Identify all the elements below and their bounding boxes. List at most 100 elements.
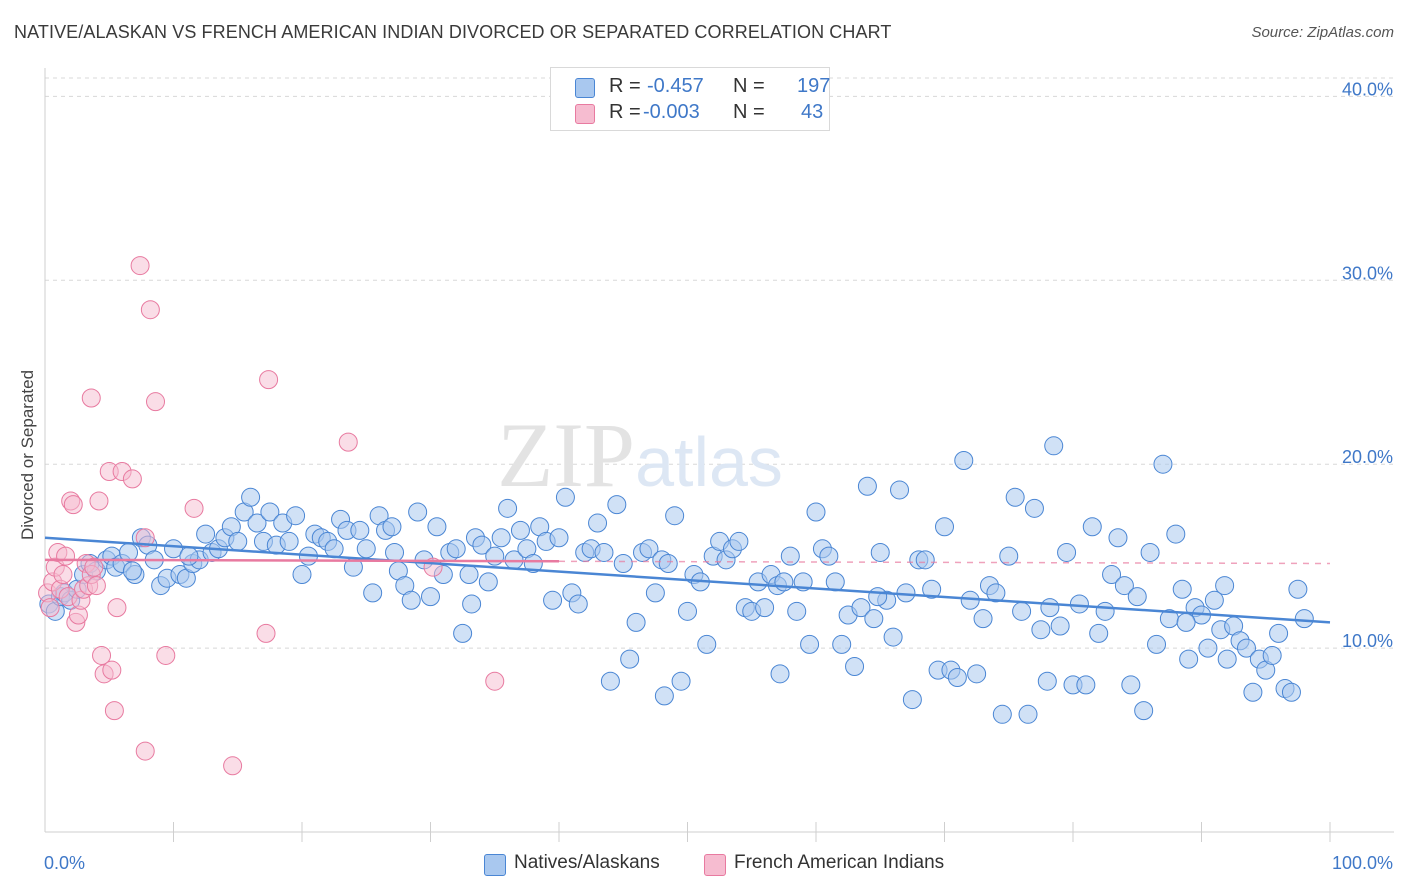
point-french [81, 388, 101, 408]
point-natives [279, 531, 299, 551]
point-natives [588, 513, 608, 533]
point-natives [613, 554, 633, 574]
point-natives [620, 649, 640, 669]
legend-label-natives: Natives/Alaskans [514, 852, 660, 873]
point-french [84, 557, 104, 577]
point-natives [1076, 675, 1096, 695]
point-natives [1198, 638, 1218, 658]
point-natives [986, 583, 1006, 603]
point-natives [678, 601, 697, 621]
point-natives [462, 594, 482, 614]
point-natives [639, 539, 659, 559]
watermark-zip: ZIPatlas [497, 404, 783, 506]
point-french [63, 495, 83, 515]
point-natives [870, 542, 890, 562]
point-natives [1294, 609, 1314, 629]
point-natives [1037, 671, 1057, 691]
point-natives [864, 609, 884, 629]
point-natives [819, 546, 839, 566]
point-french [223, 756, 243, 776]
point-french [89, 491, 109, 511]
x-tick-marks [173, 822, 1331, 842]
point-natives [401, 590, 421, 610]
point-natives [780, 546, 800, 566]
point-french [259, 370, 279, 390]
y-tick-label: 40.0% [1342, 79, 1393, 99]
point-natives [851, 598, 871, 618]
point-natives [1204, 590, 1224, 610]
point-natives [1176, 612, 1196, 632]
point-french [184, 498, 204, 518]
point-natives [1024, 498, 1044, 518]
chart-title: NATIVE/ALASKAN VS FRENCH AMERICAN INDIAN… [14, 22, 892, 42]
point-natives [626, 612, 646, 632]
point-natives [247, 513, 267, 533]
point-natives [883, 627, 903, 647]
point-natives [241, 487, 261, 507]
point-natives [671, 671, 691, 691]
swatch-natives [575, 78, 595, 98]
point-natives [770, 664, 790, 684]
point-natives [555, 487, 575, 507]
point-natives [1050, 616, 1070, 636]
point-natives [1005, 487, 1025, 507]
point-natives [1243, 682, 1263, 702]
series-french-points [38, 256, 505, 776]
point-french [107, 598, 127, 618]
point-natives [228, 531, 248, 551]
point-natives [1044, 436, 1064, 456]
trend-line-french-dashed [558, 560, 1331, 565]
watermark: ZIPatlas [497, 404, 783, 506]
point-natives [806, 502, 826, 522]
point-natives [385, 542, 405, 562]
point-french [256, 623, 276, 643]
point-natives [1134, 701, 1154, 721]
point-natives [119, 542, 139, 562]
point-natives [122, 561, 142, 581]
point-natives [658, 554, 678, 574]
point-natives [1127, 587, 1147, 607]
point-natives [1153, 454, 1173, 474]
point-french [56, 546, 76, 566]
point-natives [1082, 517, 1102, 537]
point-natives [1069, 594, 1089, 614]
r-value: -0.003 [643, 101, 700, 123]
point-natives [729, 531, 749, 551]
point-natives [1114, 576, 1134, 596]
point-french [485, 671, 505, 691]
legend-swatch-natives [484, 854, 506, 876]
point-natives [1102, 565, 1122, 585]
point-natives [1236, 638, 1256, 658]
point-natives [196, 524, 216, 544]
trend-line-natives [44, 536, 1331, 624]
point-natives [1040, 598, 1060, 618]
r-label: R = [609, 101, 641, 123]
point-natives [1057, 542, 1077, 562]
point-natives [453, 623, 473, 643]
trend-line-french [44, 558, 560, 563]
watermark-atlas-part: atlas [635, 423, 783, 501]
n-label: N = [733, 101, 765, 123]
point-french [86, 576, 106, 596]
point-natives [1012, 601, 1032, 621]
point-natives [1121, 675, 1141, 695]
point-natives [408, 502, 428, 522]
point-natives [992, 704, 1012, 724]
point-french [53, 565, 73, 585]
point-natives [645, 583, 665, 603]
point-natives [491, 528, 511, 548]
point-natives [286, 506, 306, 526]
n-label: N = [733, 75, 765, 97]
point-natives [665, 506, 685, 526]
point-natives [1172, 579, 1192, 599]
point-natives [446, 539, 466, 559]
point-natives [1140, 542, 1160, 562]
point-natives [1288, 579, 1308, 599]
n-value: 197 [797, 75, 831, 97]
point-french [338, 432, 358, 452]
point-natives [999, 546, 1019, 566]
point-french [92, 645, 112, 665]
point-french [102, 660, 122, 680]
point-natives [498, 498, 518, 518]
